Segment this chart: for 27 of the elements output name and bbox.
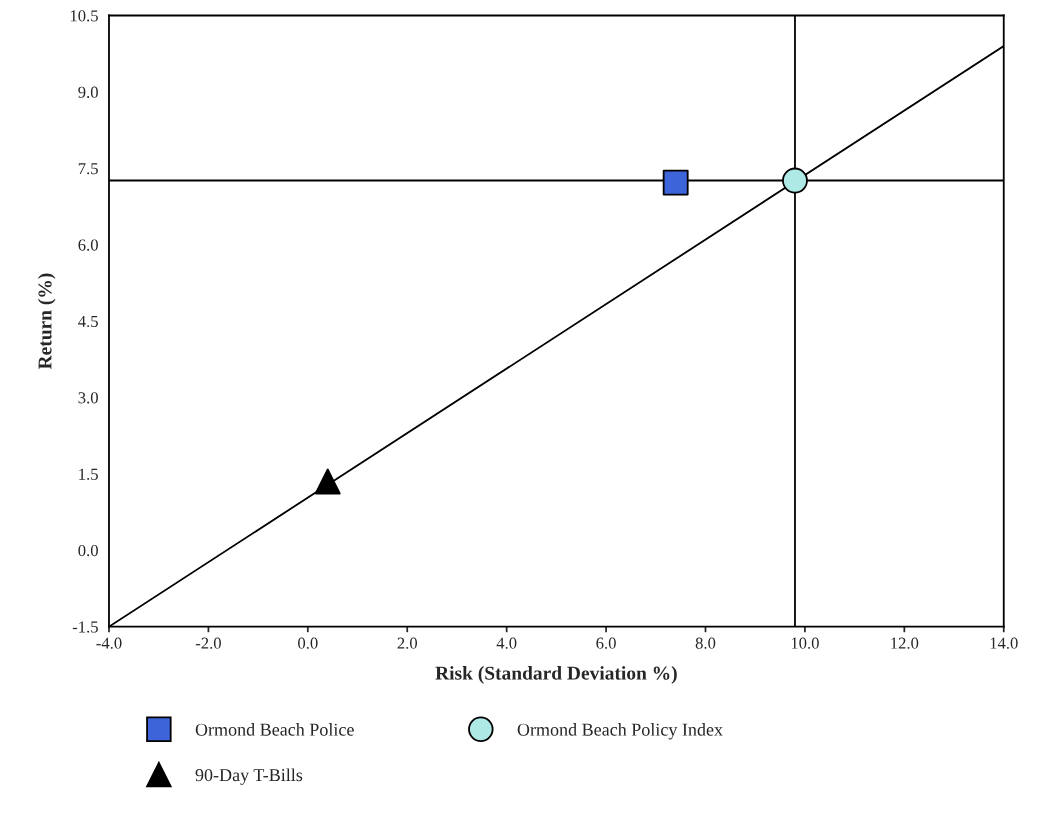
x-tick-label: 10.0 <box>791 637 819 649</box>
y-tick-label: 9.0 <box>78 86 98 98</box>
y-tick-label: 6.0 <box>78 239 98 251</box>
point <box>662 169 689 196</box>
y-tick-label: 0.0 <box>78 544 98 557</box>
x-tick-label: 2.0 <box>397 637 418 649</box>
y-axis-title: Return (%) <box>37 273 56 370</box>
x-tick-label: 14.0 <box>990 637 1018 649</box>
y-tick-label: 7.5 <box>78 163 98 175</box>
y-tick-label: 10.5 <box>70 10 98 22</box>
point <box>314 468 341 495</box>
legend-label: Ormond Beach Police <box>195 723 354 736</box>
x-tick-label: -2.0 <box>195 637 221 649</box>
y-tick-label: 4.5 <box>78 315 98 328</box>
x-tick-label: 12.0 <box>891 637 919 649</box>
x-axis-title: Risk (Standard Deviation %) <box>435 666 677 684</box>
x-tick-label: 8.0 <box>695 637 716 649</box>
legend-label: Ormond Beach Policy Index <box>517 723 723 740</box>
x-tick-label: 4.0 <box>496 637 517 649</box>
y-tick-label: 3.0 <box>78 392 98 404</box>
x-tick-label: -4.0 <box>96 637 122 649</box>
point <box>782 167 808 194</box>
x-tick-label: 0.0 <box>298 637 318 649</box>
x-tick-label: 6.0 <box>596 637 616 649</box>
y-tick-label: 1.5 <box>79 468 98 480</box>
legend-label: 90-Day T-Bills <box>195 768 303 785</box>
y-tick-label: -1.5 <box>72 621 98 633</box>
